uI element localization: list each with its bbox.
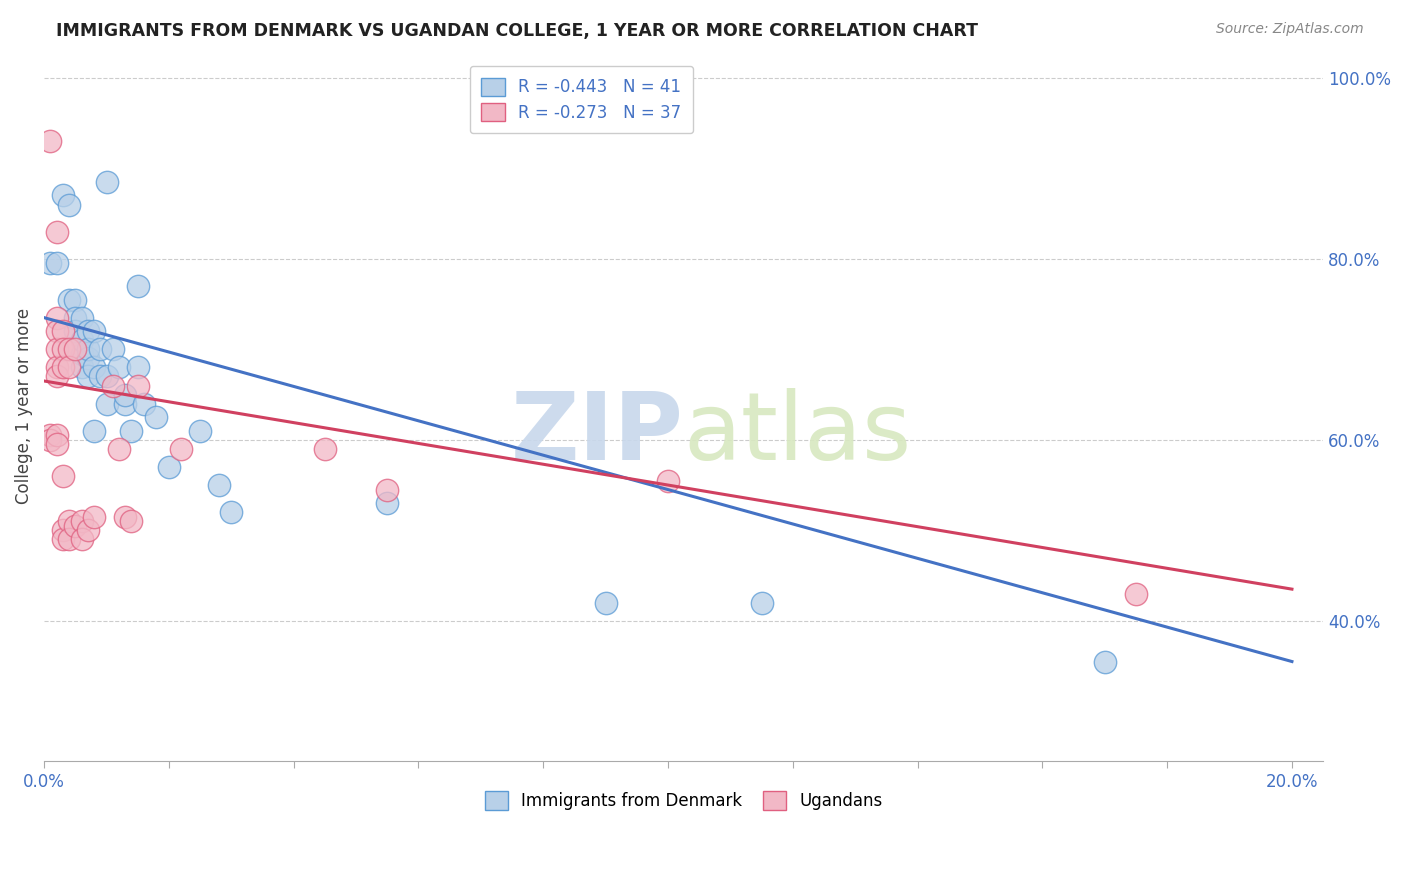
Point (65, 310, 87, 325)
Legend: Immigrants from Denmark, Ugandans: Immigrants from Denmark, Ugandans (478, 785, 889, 817)
Point (39, 433, 62, 447)
Point (89, 343, 111, 357)
Point (314, 442, 336, 456)
Point (76, 369, 98, 384)
Point (45, 437, 67, 451)
Point (52, 360, 75, 375)
Text: ZIP: ZIP (510, 388, 683, 480)
Point (52, 524, 75, 538)
Point (96, 175, 118, 189)
Point (76, 343, 98, 357)
Point (45, 360, 67, 375)
Point (70, 514, 93, 528)
Point (120, 514, 142, 528)
Point (52, 533, 75, 547)
Point (188, 424, 211, 438)
Point (132, 396, 155, 410)
Point (58, 514, 80, 528)
Point (70, 333, 93, 347)
Point (83, 360, 105, 375)
Point (219, 505, 242, 519)
Point (170, 442, 193, 456)
Point (58, 293, 80, 307)
Point (375, 496, 398, 510)
Point (65, 343, 87, 357)
Point (83, 424, 105, 438)
Point (127, 279, 149, 293)
Point (114, 387, 136, 401)
Point (127, 360, 149, 375)
Point (65, 518, 87, 533)
Point (145, 410, 167, 425)
Point (52, 324, 75, 338)
Point (751, 596, 773, 610)
Point (83, 324, 105, 338)
Point (70, 310, 93, 325)
Point (70, 360, 93, 375)
Point (65, 293, 87, 307)
Point (65, 324, 87, 338)
Point (52, 188, 75, 202)
Y-axis label: College, 1 year or more: College, 1 year or more (15, 308, 32, 504)
Point (45, 225, 67, 239)
Point (45, 369, 67, 384)
Point (657, 474, 679, 488)
Point (114, 509, 136, 524)
Point (76, 324, 98, 338)
Point (157, 460, 180, 475)
Point (120, 424, 142, 438)
Point (45, 256, 67, 270)
Point (76, 524, 98, 538)
Point (83, 509, 105, 524)
Point (58, 360, 80, 375)
Point (108, 360, 131, 375)
Point (89, 369, 111, 384)
Point (39, 134, 62, 148)
Point (1125, 587, 1147, 601)
Text: IMMIGRANTS FROM DENMARK VS UGANDAN COLLEGE, 1 YEAR OR MORE CORRELATION CHART: IMMIGRANTS FROM DENMARK VS UGANDAN COLLE… (56, 22, 979, 40)
Point (58, 343, 80, 357)
Point (375, 483, 398, 497)
Point (45, 324, 67, 338)
Point (58, 197, 80, 211)
Point (52, 469, 75, 483)
Point (127, 378, 149, 392)
Point (114, 396, 136, 410)
Point (52, 343, 75, 357)
Point (70, 533, 93, 547)
Point (76, 351, 98, 366)
Point (1094, 655, 1116, 669)
Point (45, 343, 67, 357)
Point (101, 378, 124, 392)
Point (96, 369, 118, 384)
Point (58, 533, 80, 547)
Point (39, 428, 62, 442)
Point (101, 343, 124, 357)
Point (39, 256, 62, 270)
Point (96, 396, 118, 410)
Point (108, 442, 131, 456)
Text: atlas: atlas (683, 388, 912, 480)
Point (45, 428, 67, 442)
Point (70, 347, 93, 361)
Point (45, 310, 67, 325)
Point (208, 478, 231, 492)
Text: Source: ZipAtlas.com: Source: ZipAtlas.com (1216, 22, 1364, 37)
Point (595, 596, 617, 610)
